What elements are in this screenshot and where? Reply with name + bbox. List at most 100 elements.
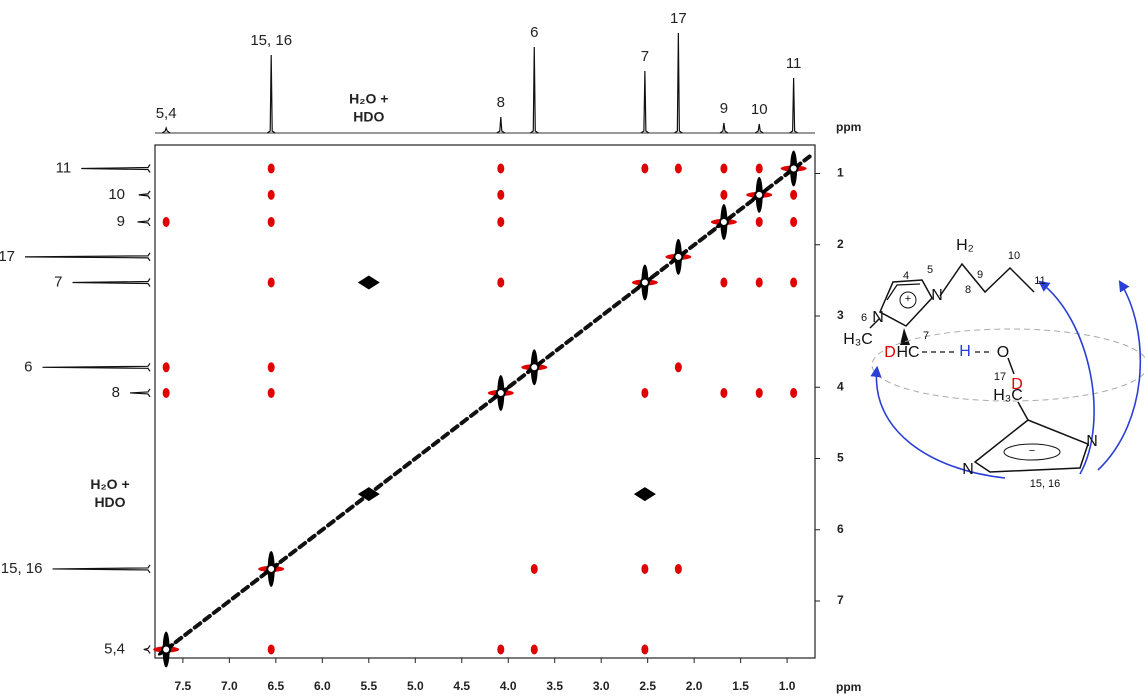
- cross-peak: [720, 163, 728, 174]
- peak-core: [720, 387, 728, 398]
- cross-peak: [357, 487, 380, 502]
- cross-peak: [720, 189, 728, 200]
- atom: N: [962, 461, 974, 478]
- left-projection-peak: [129, 388, 151, 398]
- peak-core: [357, 275, 380, 290]
- left-peak-label: 8: [112, 384, 120, 401]
- cross-peak: [162, 387, 170, 398]
- cross-peak: [641, 387, 649, 398]
- y-tick-label: 3: [837, 308, 844, 322]
- diagonal-ridge: [164, 154, 812, 652]
- solvent-label: HDO: [353, 109, 384, 125]
- cross-peak: [633, 487, 656, 502]
- atom-number: 9: [977, 269, 983, 281]
- peak-core: [755, 163, 763, 174]
- peak-core: [674, 563, 682, 574]
- atom: H₃C: [843, 331, 873, 348]
- peak-core: [267, 362, 275, 373]
- atom: N: [931, 287, 943, 304]
- peak-core: [162, 387, 170, 398]
- cross-peak: [641, 644, 649, 655]
- top-projection-peak: [754, 123, 764, 134]
- cross-peak: [755, 163, 763, 174]
- cross-peak: [357, 275, 380, 290]
- atom-number: 10: [1008, 250, 1020, 262]
- peak-core: [790, 189, 798, 200]
- cross-peak: [790, 277, 798, 288]
- y-tick-label: 7: [837, 593, 844, 607]
- top-peak-label: 5,4: [156, 105, 177, 122]
- y-tick-label: 2: [837, 237, 844, 251]
- peak-core: [641, 644, 649, 655]
- cross-peak: [497, 216, 505, 227]
- top-peak-label: 6: [530, 24, 538, 41]
- peak-core: [641, 163, 649, 174]
- atom-number: 5: [927, 264, 933, 276]
- peak-center: [639, 277, 650, 288]
- atom-number: 4: [903, 270, 909, 282]
- x-tick-label: 1.5: [732, 679, 749, 693]
- x-tick-label: 4.5: [453, 679, 470, 693]
- peak-core: [720, 163, 728, 174]
- left-peak-label: 17: [0, 248, 15, 265]
- peak-center: [266, 563, 277, 574]
- peak-core: [790, 277, 798, 288]
- top-projection-peak: [496, 116, 506, 134]
- cross-peak: [267, 277, 275, 288]
- cross-peak: [521, 349, 548, 386]
- top-peak-label: 9: [720, 100, 728, 117]
- atom-number: 7: [923, 330, 929, 342]
- peak-core: [267, 216, 275, 227]
- atom: O: [997, 344, 1009, 361]
- cross-peak: [497, 163, 505, 174]
- atom: H₃C: [993, 387, 1023, 404]
- peak-core: [162, 362, 170, 373]
- noe-arrow: [1097, 280, 1141, 471]
- x-tick-label: 7.0: [221, 679, 238, 693]
- cross-peak: [267, 387, 275, 398]
- top-projection-peak: [529, 46, 539, 134]
- cross-peak: [674, 362, 682, 373]
- atom: D: [884, 344, 896, 361]
- atom: D: [1011, 376, 1023, 393]
- peak-core: [790, 216, 798, 227]
- peak-core: [720, 189, 728, 200]
- cross-peak: [497, 277, 505, 288]
- left-peak-label: 10: [108, 186, 125, 203]
- top-projection-peak: [266, 54, 276, 134]
- top-peak-label: 10: [751, 101, 768, 118]
- cross-peak: [720, 277, 728, 288]
- x-tick-label: 6.5: [268, 679, 285, 693]
- peak-core: [755, 277, 763, 288]
- charge: −: [1029, 445, 1035, 457]
- charge-circle: [899, 291, 917, 309]
- cation-ring: [879, 279, 933, 327]
- top-projection-peak: [161, 126, 171, 134]
- alkyl-chain: [939, 262, 1035, 297]
- peak-core: [790, 387, 798, 398]
- cross-peak: [530, 644, 538, 655]
- peak-core: [633, 487, 656, 502]
- peak-core: [497, 163, 505, 174]
- peak-core: [755, 387, 763, 398]
- peak-center: [161, 644, 172, 655]
- cross-peak: [755, 387, 763, 398]
- left-projection-peak: [42, 362, 151, 372]
- peak-core: [497, 189, 505, 200]
- left-projection-peak: [138, 190, 151, 200]
- atom-number: 8: [965, 284, 971, 296]
- atom-number: 17: [994, 371, 1006, 383]
- x-tick-label: 5.5: [360, 679, 377, 693]
- atom-number: 11: [1034, 275, 1045, 287]
- plot-frame: [154, 144, 816, 659]
- cross-peak: [487, 374, 514, 411]
- atom: N: [1086, 433, 1098, 450]
- top-peak-label: 15, 16: [250, 32, 292, 49]
- x-tick-label: 3.0: [593, 679, 610, 693]
- peak-center: [754, 189, 765, 200]
- top-projection-peak: [719, 122, 729, 134]
- cross-peak: [746, 176, 773, 213]
- atom-number: 6: [861, 312, 867, 324]
- cross-peak: [710, 203, 737, 240]
- wedge-bond: [900, 328, 910, 345]
